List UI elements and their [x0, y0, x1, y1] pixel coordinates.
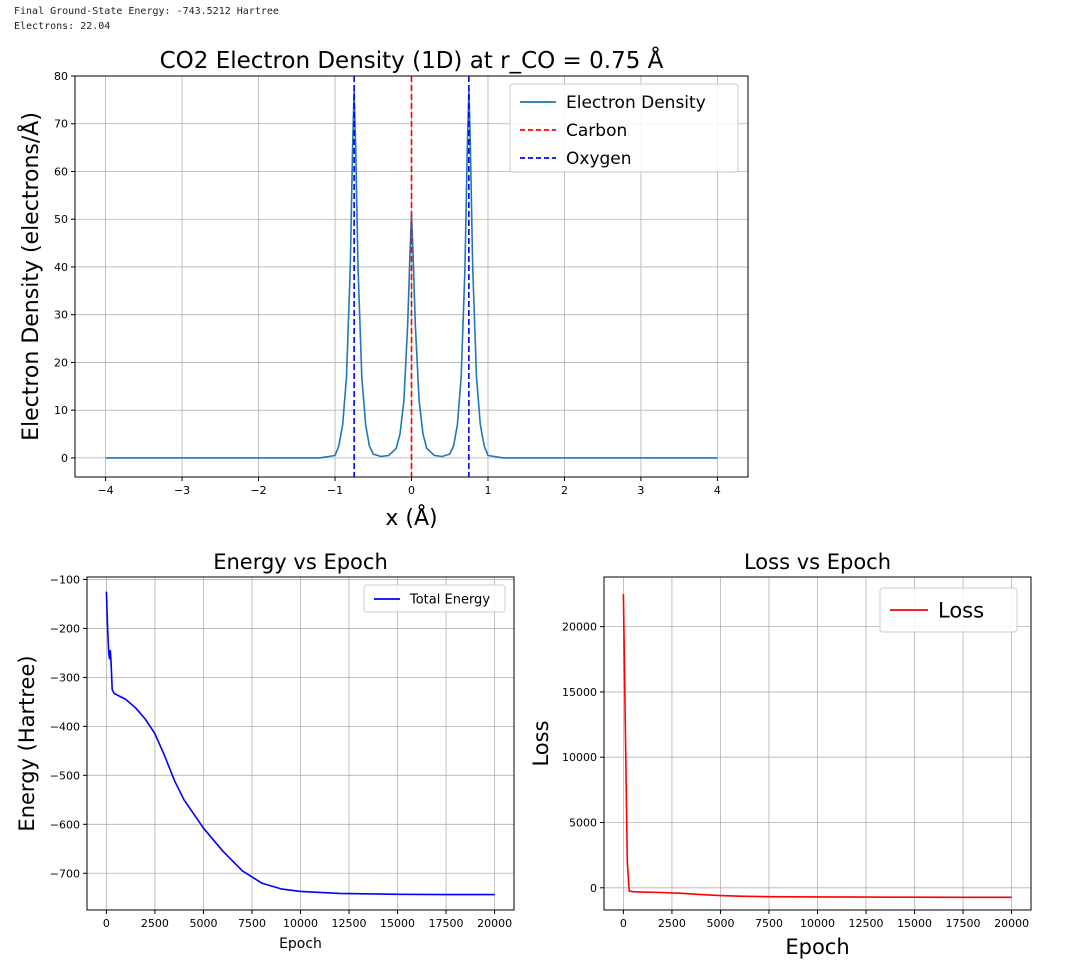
console-output: Final Ground-State Energy: -743.5212 Har…	[14, 4, 279, 34]
x-tick-label: 0	[408, 484, 415, 497]
x-tick-label: −4	[97, 484, 113, 497]
x-tick-label: 0	[620, 917, 627, 930]
x-tick-label: 7500	[238, 917, 266, 930]
y-tick-label: 0	[590, 882, 597, 895]
x-tick-label: 17500	[429, 917, 464, 930]
x-tick-label: 17500	[946, 917, 981, 930]
y-tick-label: 50	[54, 213, 68, 226]
y-tick-label: 30	[54, 309, 68, 322]
legend-box	[363, 584, 506, 613]
y-axis-label: Energy (Hartree)	[15, 655, 39, 831]
x-tick-label: 2	[561, 484, 568, 497]
x-tick-label: 15000	[380, 917, 415, 930]
x-tick-label: 4	[714, 484, 721, 497]
legend-box	[509, 83, 739, 173]
y-tick-label: 15000	[562, 686, 597, 699]
x-tick-label: 10000	[800, 917, 835, 930]
y-tick-label: −600	[50, 818, 80, 831]
x-tick-label: 12500	[849, 917, 884, 930]
y-tick-label: 10	[54, 404, 68, 417]
x-tick-label: 20000	[994, 917, 1029, 930]
x-tick-label: −3	[174, 484, 190, 497]
y-tick-label: −300	[50, 671, 80, 684]
y-tick-label: 20000	[562, 621, 597, 634]
y-tick-label: 10000	[562, 751, 597, 764]
electrons-output-line: Electrons: 22.04	[14, 21, 111, 32]
legend: Loss	[879, 587, 1018, 633]
legend: Total Energy	[363, 584, 506, 613]
y-tick-label: −400	[50, 720, 80, 733]
y-tick-label: 20	[54, 356, 68, 369]
x-tick-label: 5000	[189, 917, 217, 930]
y-tick-label: −200	[50, 622, 80, 635]
legend-label: Electron Density	[566, 93, 706, 113]
legend-box	[879, 587, 1018, 633]
x-tick-label: 0	[103, 917, 110, 930]
x-tick-label: 2500	[141, 917, 169, 930]
x-axis-label: Epoch	[785, 935, 849, 959]
y-tick-label: 60	[54, 165, 68, 178]
y-tick-label: 80	[54, 70, 68, 83]
x-tick-label: 2500	[658, 917, 686, 930]
x-tick-label: 10000	[283, 917, 318, 930]
x-tick-label: 20000	[477, 917, 512, 930]
x-tick-label: 7500	[755, 917, 783, 930]
legend-label: Carbon	[566, 121, 627, 141]
y-tick-label: 70	[54, 118, 68, 131]
x-tick-label: 1	[484, 484, 491, 497]
legend-label: Oxygen	[566, 149, 632, 169]
legend: Electron Density Carbon Oxygen	[509, 83, 739, 173]
y-tick-label: −100	[50, 573, 80, 586]
x-tick-label: 12500	[332, 917, 367, 930]
y-axis-label: Electron Density (electrons/Å)	[17, 112, 44, 441]
x-tick-label: −1	[327, 484, 343, 497]
chart-title: Energy vs Epoch	[213, 550, 388, 574]
y-tick-label: 5000	[569, 817, 597, 830]
x-axis-label: x (Å)	[385, 504, 437, 531]
legend-label: Total Energy	[409, 593, 490, 608]
series-line	[105, 591, 495, 896]
y-tick-label: −700	[50, 867, 80, 880]
energy-output-line: Final Ground-State Energy: -743.5212 Har…	[14, 6, 279, 17]
y-tick-label: −500	[50, 769, 80, 782]
loss-chart: 0 2500 5000 7500 10000 12500 15000 17500 20000 0 5…	[529, 550, 1032, 959]
x-axis-label: Epoch	[279, 936, 322, 952]
y-axis-label: Loss	[529, 720, 553, 766]
legend-label: Loss	[938, 598, 984, 622]
x-tick-label: 15000	[897, 917, 932, 930]
energy-chart: 0 2500 5000 7500 10000 12500 15000 17500 20000 −1…	[15, 550, 515, 952]
x-tick-label: 5000	[706, 917, 734, 930]
x-tick-label: 3	[637, 484, 644, 497]
series-line	[622, 593, 1012, 899]
chart-title: CO2 Electron Density (1D) at r_CO = 0.75…	[160, 46, 664, 74]
y-tick-label: 40	[54, 261, 68, 274]
chart-title: Loss vs Epoch	[744, 550, 891, 574]
x-tick-label: −2	[250, 484, 266, 497]
y-tick-label: 0	[61, 452, 68, 465]
